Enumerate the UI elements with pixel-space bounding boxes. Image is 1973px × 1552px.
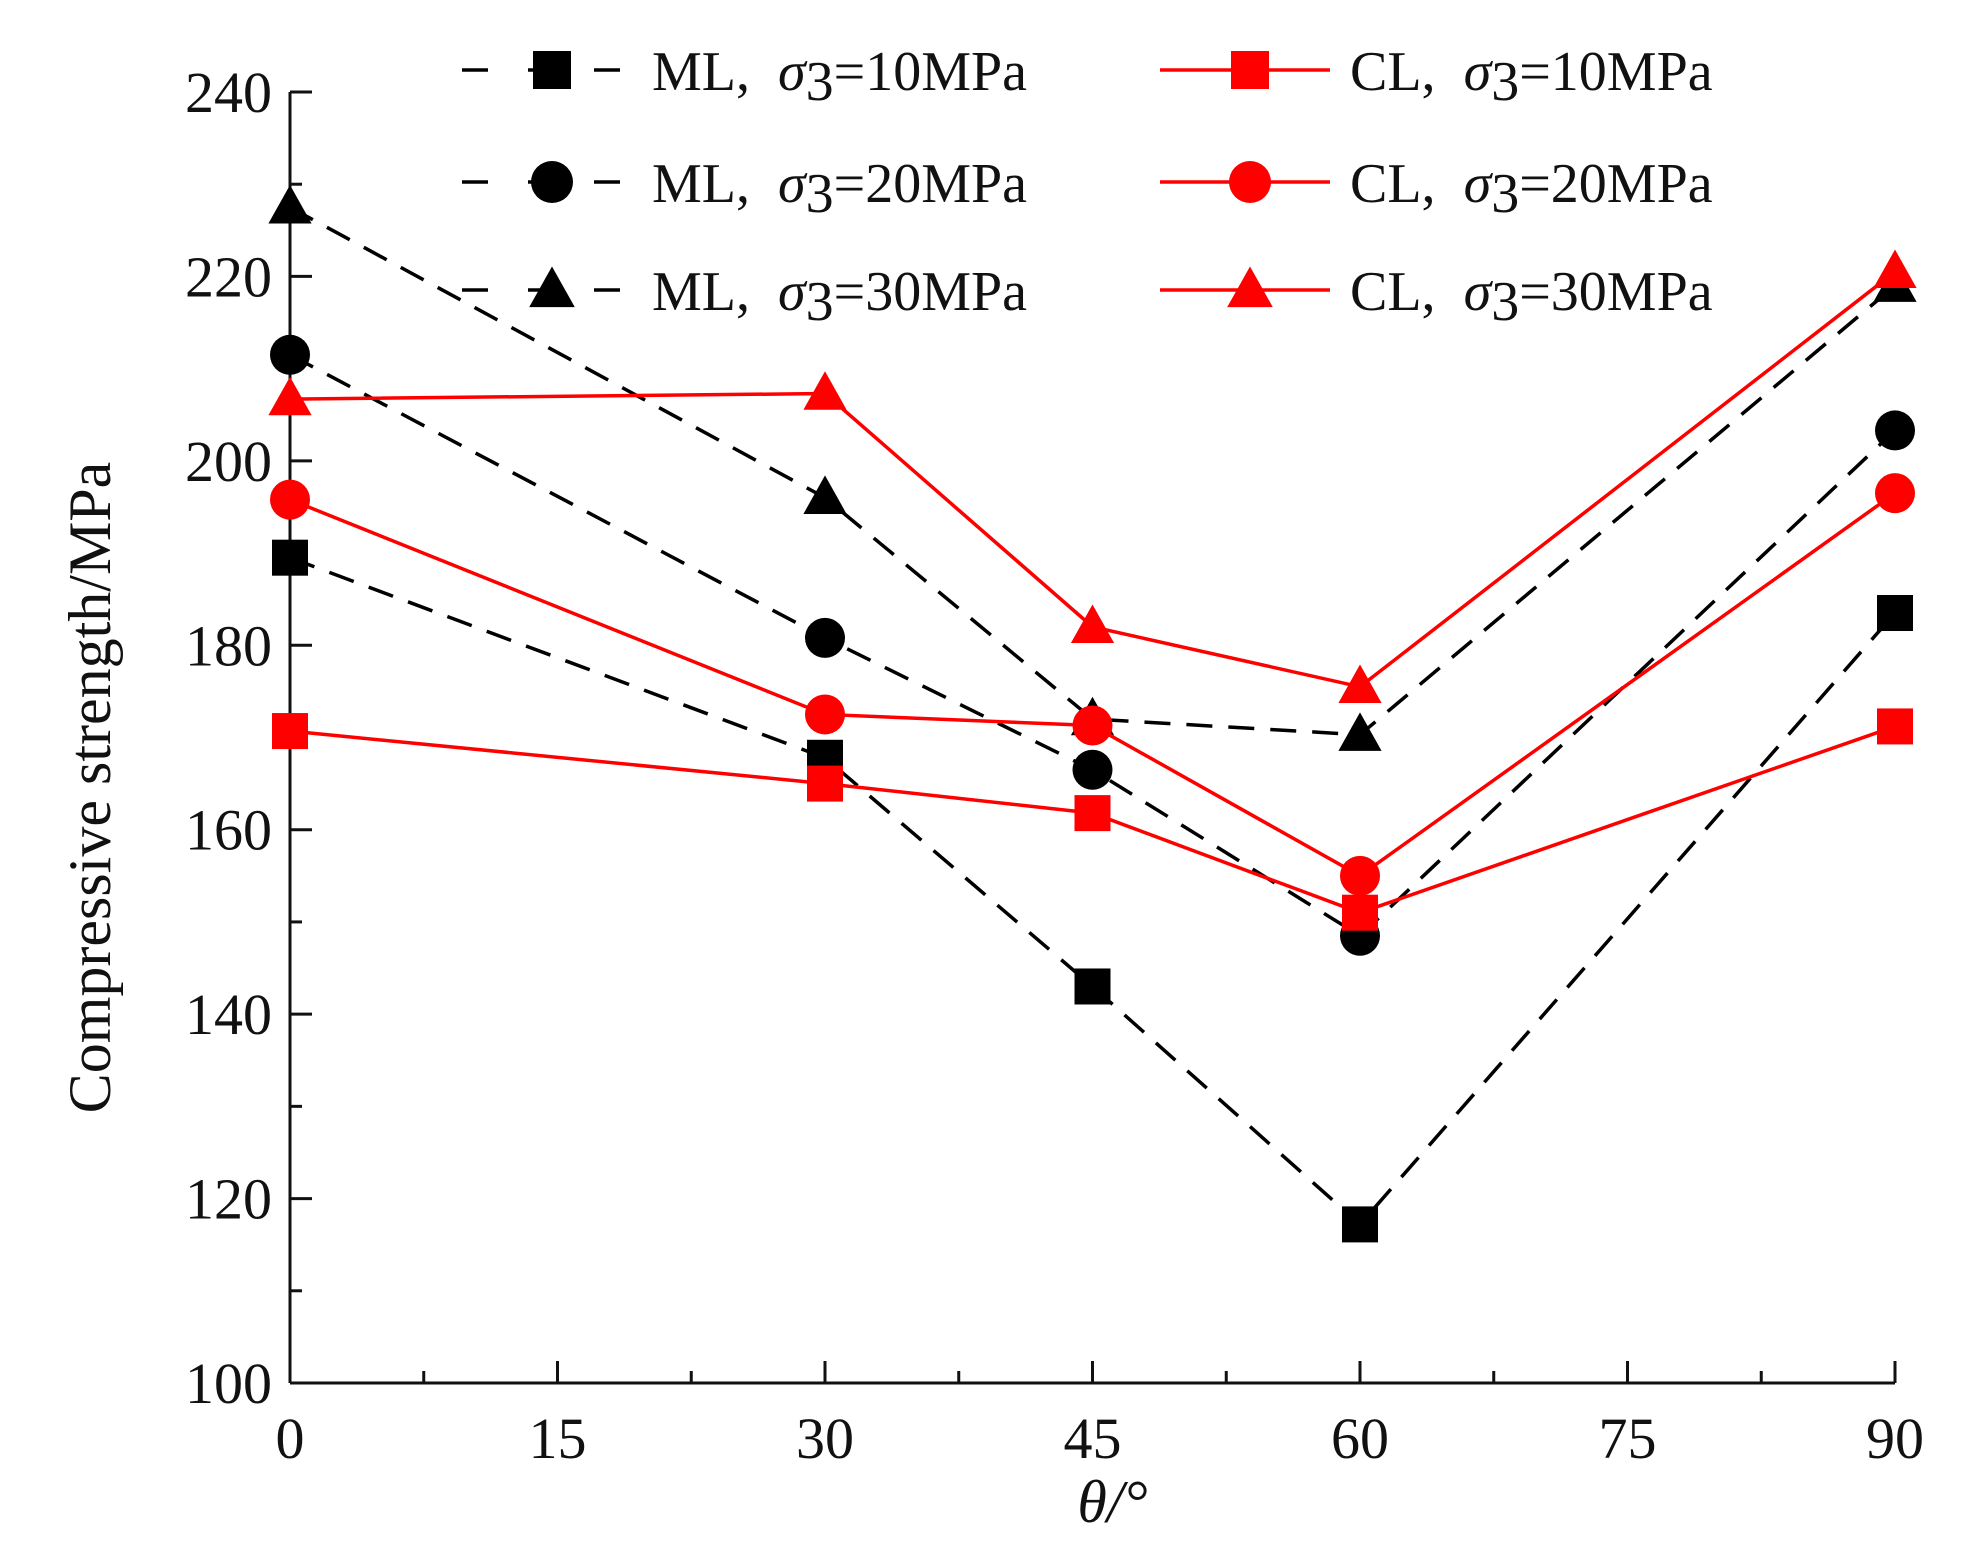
- legend-marker: [533, 51, 571, 89]
- data-point: [1342, 1206, 1378, 1243]
- data-point: [1875, 473, 1915, 514]
- legend-item-1: ML, σ3=10MPa: [462, 41, 1027, 113]
- data-point: [1072, 705, 1113, 746]
- legend-item-3: ML, σ3=30MPa: [462, 261, 1027, 333]
- y-axis-title: Compressive strength/MPa: [57, 462, 123, 1114]
- x-tick-label: 75: [1599, 1406, 1657, 1471]
- data-point: [1877, 708, 1913, 745]
- data-point: [803, 371, 847, 410]
- data-point: [1875, 410, 1915, 451]
- y-tick-label: 140: [185, 982, 272, 1047]
- data-point: [1338, 712, 1382, 751]
- series-5: [270, 473, 1915, 896]
- legend-marker: [531, 161, 573, 203]
- legend-item-5: CL, σ3=20MPa: [1160, 153, 1713, 225]
- legend-item-4: CL, σ3=10MPa: [1160, 41, 1713, 113]
- data-point: [1342, 894, 1378, 931]
- legend-marker: [1227, 266, 1273, 308]
- x-tick-label: 90: [1866, 1406, 1924, 1471]
- data-point: [1877, 595, 1913, 632]
- legend-label: ML, σ3=20MPa: [652, 153, 1027, 225]
- data-point: [807, 765, 843, 802]
- y-tick-label: 180: [185, 613, 272, 678]
- data-point: [805, 617, 845, 658]
- legend-marker: [529, 266, 575, 308]
- legend-label: CL, σ3=20MPa: [1350, 153, 1713, 225]
- series-4: [272, 708, 1913, 931]
- x-tick-label: 45: [1064, 1406, 1122, 1471]
- legend-label: CL, σ3=10MPa: [1350, 41, 1713, 113]
- series-line: [289, 353, 1897, 938]
- legend-label: ML, σ3=10MPa: [652, 41, 1027, 113]
- data-point: [268, 376, 312, 416]
- legend-item-2: ML, σ3=20MPa: [462, 153, 1027, 225]
- legend-label: ML, σ3=30MPa: [652, 261, 1027, 333]
- legend-marker: [1229, 161, 1271, 203]
- legend-marker: [1231, 51, 1269, 89]
- data-point: [1340, 855, 1380, 896]
- series-line: [289, 556, 1897, 1227]
- series-2: [270, 334, 1915, 956]
- x-tick-label: 60: [1331, 1406, 1389, 1471]
- data-point: [803, 475, 847, 514]
- y-tick-label: 100: [185, 1351, 272, 1416]
- data-point: [272, 539, 308, 576]
- legend-label: CL, σ3=30MPa: [1350, 261, 1713, 333]
- data-point: [270, 334, 310, 375]
- data-series: [268, 184, 1917, 1243]
- data-point: [268, 184, 312, 224]
- data-point: [1873, 249, 1917, 289]
- data-point: [1072, 749, 1113, 790]
- x-tick-label: 15: [529, 1406, 587, 1471]
- x-tick-label: 0: [276, 1406, 305, 1471]
- series-6: [268, 249, 1917, 703]
- data-point: [270, 479, 310, 520]
- data-point: [1338, 664, 1382, 703]
- data-point: [1074, 968, 1111, 1005]
- data-point: [272, 713, 308, 750]
- y-tick-label: 160: [185, 798, 272, 863]
- legend-item-6: CL, σ3=30MPa: [1160, 261, 1713, 333]
- data-point: [1074, 795, 1111, 832]
- y-tick-label: 120: [185, 1167, 272, 1232]
- data-point: [1070, 604, 1115, 644]
- y-tick-label: 200: [185, 429, 272, 494]
- x-axis-title: θ/°: [1077, 1469, 1147, 1535]
- x-tick-label: 30: [796, 1406, 854, 1471]
- axis-ticks: 0 15 30 45 60 75 90 100 120 140 160 180 200 220 240: [185, 60, 1924, 1471]
- y-tick-label: 240: [185, 60, 272, 125]
- data-point: [805, 694, 845, 735]
- legend: ML, σ3=10MPa ML, σ3=20MPa ML, σ3=30MPa CL, …: [462, 41, 1713, 333]
- y-tick-label: 220: [185, 244, 272, 309]
